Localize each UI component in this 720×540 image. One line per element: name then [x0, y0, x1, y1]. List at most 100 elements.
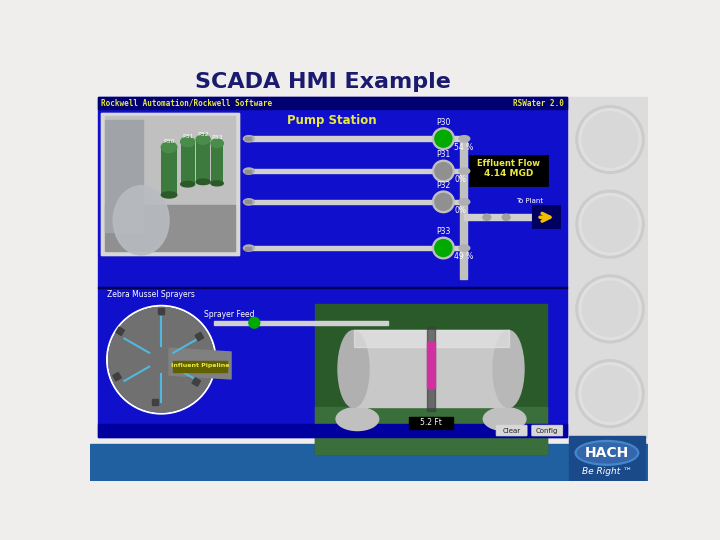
Bar: [90, 444, 648, 481]
Bar: [196, 139, 210, 182]
Polygon shape: [104, 120, 143, 232]
Bar: [568, 97, 652, 437]
Bar: [161, 147, 177, 195]
Circle shape: [249, 318, 260, 328]
Ellipse shape: [336, 408, 379, 430]
Ellipse shape: [196, 179, 210, 185]
Circle shape: [435, 240, 452, 256]
Ellipse shape: [161, 142, 177, 153]
Ellipse shape: [181, 137, 194, 147]
Bar: [245, 137, 461, 141]
Text: Rockwell Automation/Rockwell Software: Rockwell Automation/Rockwell Software: [101, 99, 272, 108]
Bar: [195, 333, 204, 341]
Ellipse shape: [459, 245, 469, 251]
Bar: [245, 247, 251, 249]
Ellipse shape: [503, 214, 510, 220]
Bar: [214, 321, 388, 325]
Text: 54 %: 54 %: [454, 143, 474, 152]
Ellipse shape: [459, 136, 469, 142]
Circle shape: [433, 128, 454, 150]
Ellipse shape: [243, 199, 254, 205]
Ellipse shape: [243, 136, 254, 142]
Bar: [192, 378, 200, 386]
Ellipse shape: [243, 168, 254, 174]
Text: 49 %: 49 %: [454, 252, 474, 261]
Bar: [427, 327, 435, 411]
Circle shape: [576, 275, 644, 343]
Text: P33: P33: [436, 227, 451, 236]
Circle shape: [435, 163, 452, 179]
Bar: [98, 287, 567, 288]
Circle shape: [433, 160, 454, 182]
Bar: [409, 417, 453, 429]
Text: Pump Station: Pump Station: [287, 114, 377, 127]
Bar: [158, 308, 164, 314]
Text: P33: P33: [211, 136, 223, 140]
Ellipse shape: [577, 443, 636, 463]
FancyBboxPatch shape: [173, 361, 228, 372]
Bar: [354, 330, 508, 408]
Ellipse shape: [181, 181, 194, 187]
Text: Effluent Flow: Effluent Flow: [477, 159, 540, 167]
Circle shape: [579, 109, 641, 170]
Bar: [464, 214, 534, 220]
Bar: [98, 97, 567, 437]
Text: Be Right ™: Be Right ™: [582, 467, 632, 476]
Circle shape: [579, 363, 641, 424]
Bar: [104, 205, 235, 251]
Ellipse shape: [483, 408, 526, 430]
Bar: [181, 142, 194, 184]
Bar: [245, 168, 461, 173]
Bar: [245, 170, 251, 173]
Ellipse shape: [211, 139, 223, 147]
Bar: [211, 143, 223, 184]
Text: Config: Config: [536, 428, 559, 434]
Bar: [245, 200, 461, 204]
Bar: [104, 117, 235, 205]
Circle shape: [433, 191, 454, 213]
Bar: [116, 327, 125, 335]
Text: RSWater 2.0: RSWater 2.0: [513, 99, 564, 108]
Circle shape: [576, 106, 644, 173]
Ellipse shape: [493, 330, 524, 408]
Circle shape: [579, 278, 641, 340]
Text: 4.14 MGD: 4.14 MGD: [484, 170, 534, 178]
Text: P32: P32: [436, 181, 451, 190]
Bar: [427, 342, 435, 388]
Ellipse shape: [459, 168, 469, 174]
Ellipse shape: [459, 199, 469, 205]
Circle shape: [435, 193, 452, 211]
Text: SCADA HMI Example: SCADA HMI Example: [194, 72, 451, 92]
Bar: [101, 112, 239, 255]
Circle shape: [582, 112, 638, 167]
Text: HACH: HACH: [585, 446, 629, 460]
Text: 0%: 0%: [454, 206, 467, 214]
Bar: [354, 330, 508, 347]
Bar: [152, 399, 158, 405]
Text: Zebra Mussel Sprayers: Zebra Mussel Sprayers: [107, 291, 195, 299]
Text: Sprayer Feed: Sprayer Feed: [204, 310, 254, 319]
Circle shape: [435, 130, 452, 147]
Text: Clear: Clear: [503, 428, 521, 434]
Ellipse shape: [113, 186, 169, 255]
Ellipse shape: [483, 214, 490, 220]
Bar: [315, 408, 547, 454]
FancyBboxPatch shape: [496, 425, 527, 436]
Polygon shape: [169, 348, 231, 379]
Ellipse shape: [196, 134, 210, 144]
Circle shape: [576, 190, 644, 258]
Ellipse shape: [243, 245, 254, 251]
Text: 5.2 Ft: 5.2 Ft: [420, 418, 442, 427]
Bar: [461, 137, 467, 279]
Bar: [315, 303, 547, 454]
Bar: [245, 137, 251, 140]
Text: P31: P31: [182, 134, 194, 139]
Circle shape: [109, 307, 214, 412]
FancyBboxPatch shape: [469, 156, 547, 185]
Circle shape: [582, 366, 638, 421]
Bar: [569, 436, 645, 481]
FancyBboxPatch shape: [532, 425, 563, 436]
Circle shape: [576, 360, 644, 428]
Bar: [101, 112, 239, 255]
Ellipse shape: [575, 441, 639, 465]
